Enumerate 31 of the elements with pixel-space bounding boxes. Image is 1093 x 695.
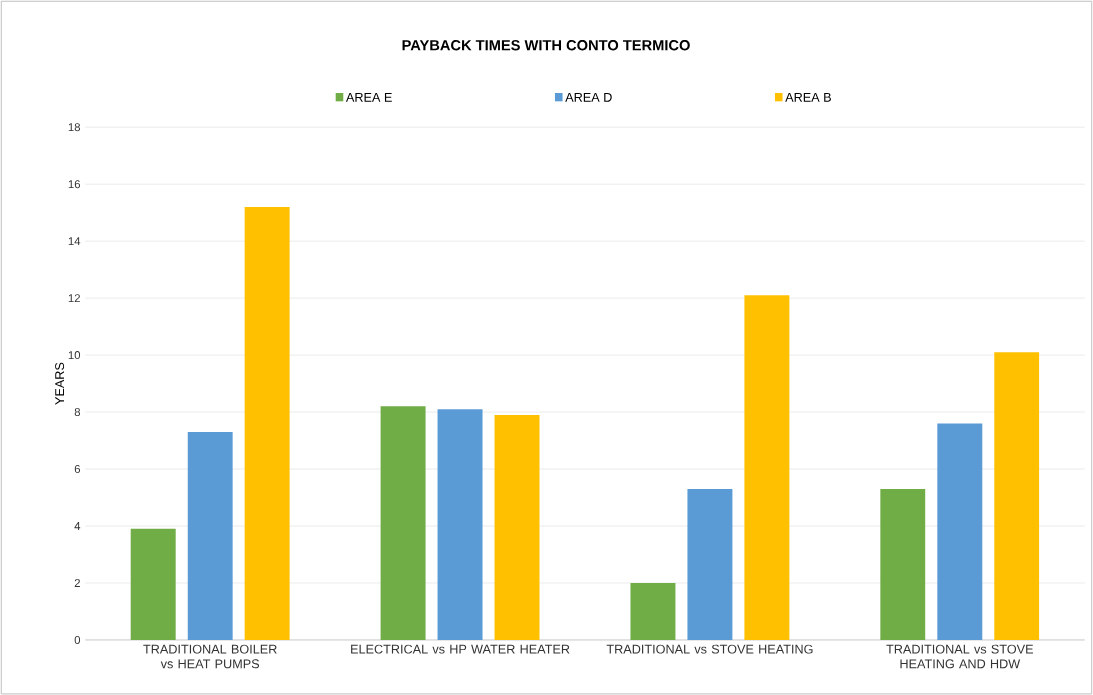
y-tick-label: 12: [68, 294, 80, 302]
y-axis-title: YEARS: [55, 362, 65, 405]
bar: [244, 206, 290, 640]
bar: [687, 488, 733, 640]
bar: [744, 295, 790, 640]
x-tick-label: ELECTRICAL vs HP WATER HEATER: [351, 644, 570, 654]
chart-title: PAYBACK TIMES WITH CONTO TERMICO: [402, 39, 690, 51]
legend-label: AREA E: [345, 92, 392, 102]
y-tick-label: 2: [74, 578, 80, 587]
x-tick-label: TRADITIONAL vs STOVE HEATING: [606, 644, 813, 654]
x-tick-label: TRADITIONAL vs STOVE HEATING AND HDW: [886, 644, 1034, 669]
bar: [130, 528, 176, 640]
bar: [494, 414, 540, 640]
bar: [437, 409, 483, 640]
legend-label: AREA D: [565, 92, 612, 102]
x-tick-label: TRADITIONAL BOILER vs HEAT PUMPS: [143, 644, 277, 669]
legend-label: AREA B: [785, 92, 831, 102]
y-tick-label: 16: [68, 180, 81, 189]
y-tick-label: 6: [74, 464, 81, 473]
y-tick-label: 18: [68, 123, 81, 132]
bar: [187, 431, 233, 640]
y-tick-label: 0: [74, 635, 81, 644]
bar: [630, 582, 676, 640]
y-tick-label: 8: [74, 407, 81, 416]
y-tick-label: 14: [68, 237, 81, 245]
bar: [380, 406, 426, 640]
y-tick-label: 4: [74, 522, 81, 530]
y-tick-label: 10: [68, 350, 81, 359]
bar: [937, 423, 983, 640]
bar: [994, 352, 1040, 640]
bar: [880, 488, 926, 640]
